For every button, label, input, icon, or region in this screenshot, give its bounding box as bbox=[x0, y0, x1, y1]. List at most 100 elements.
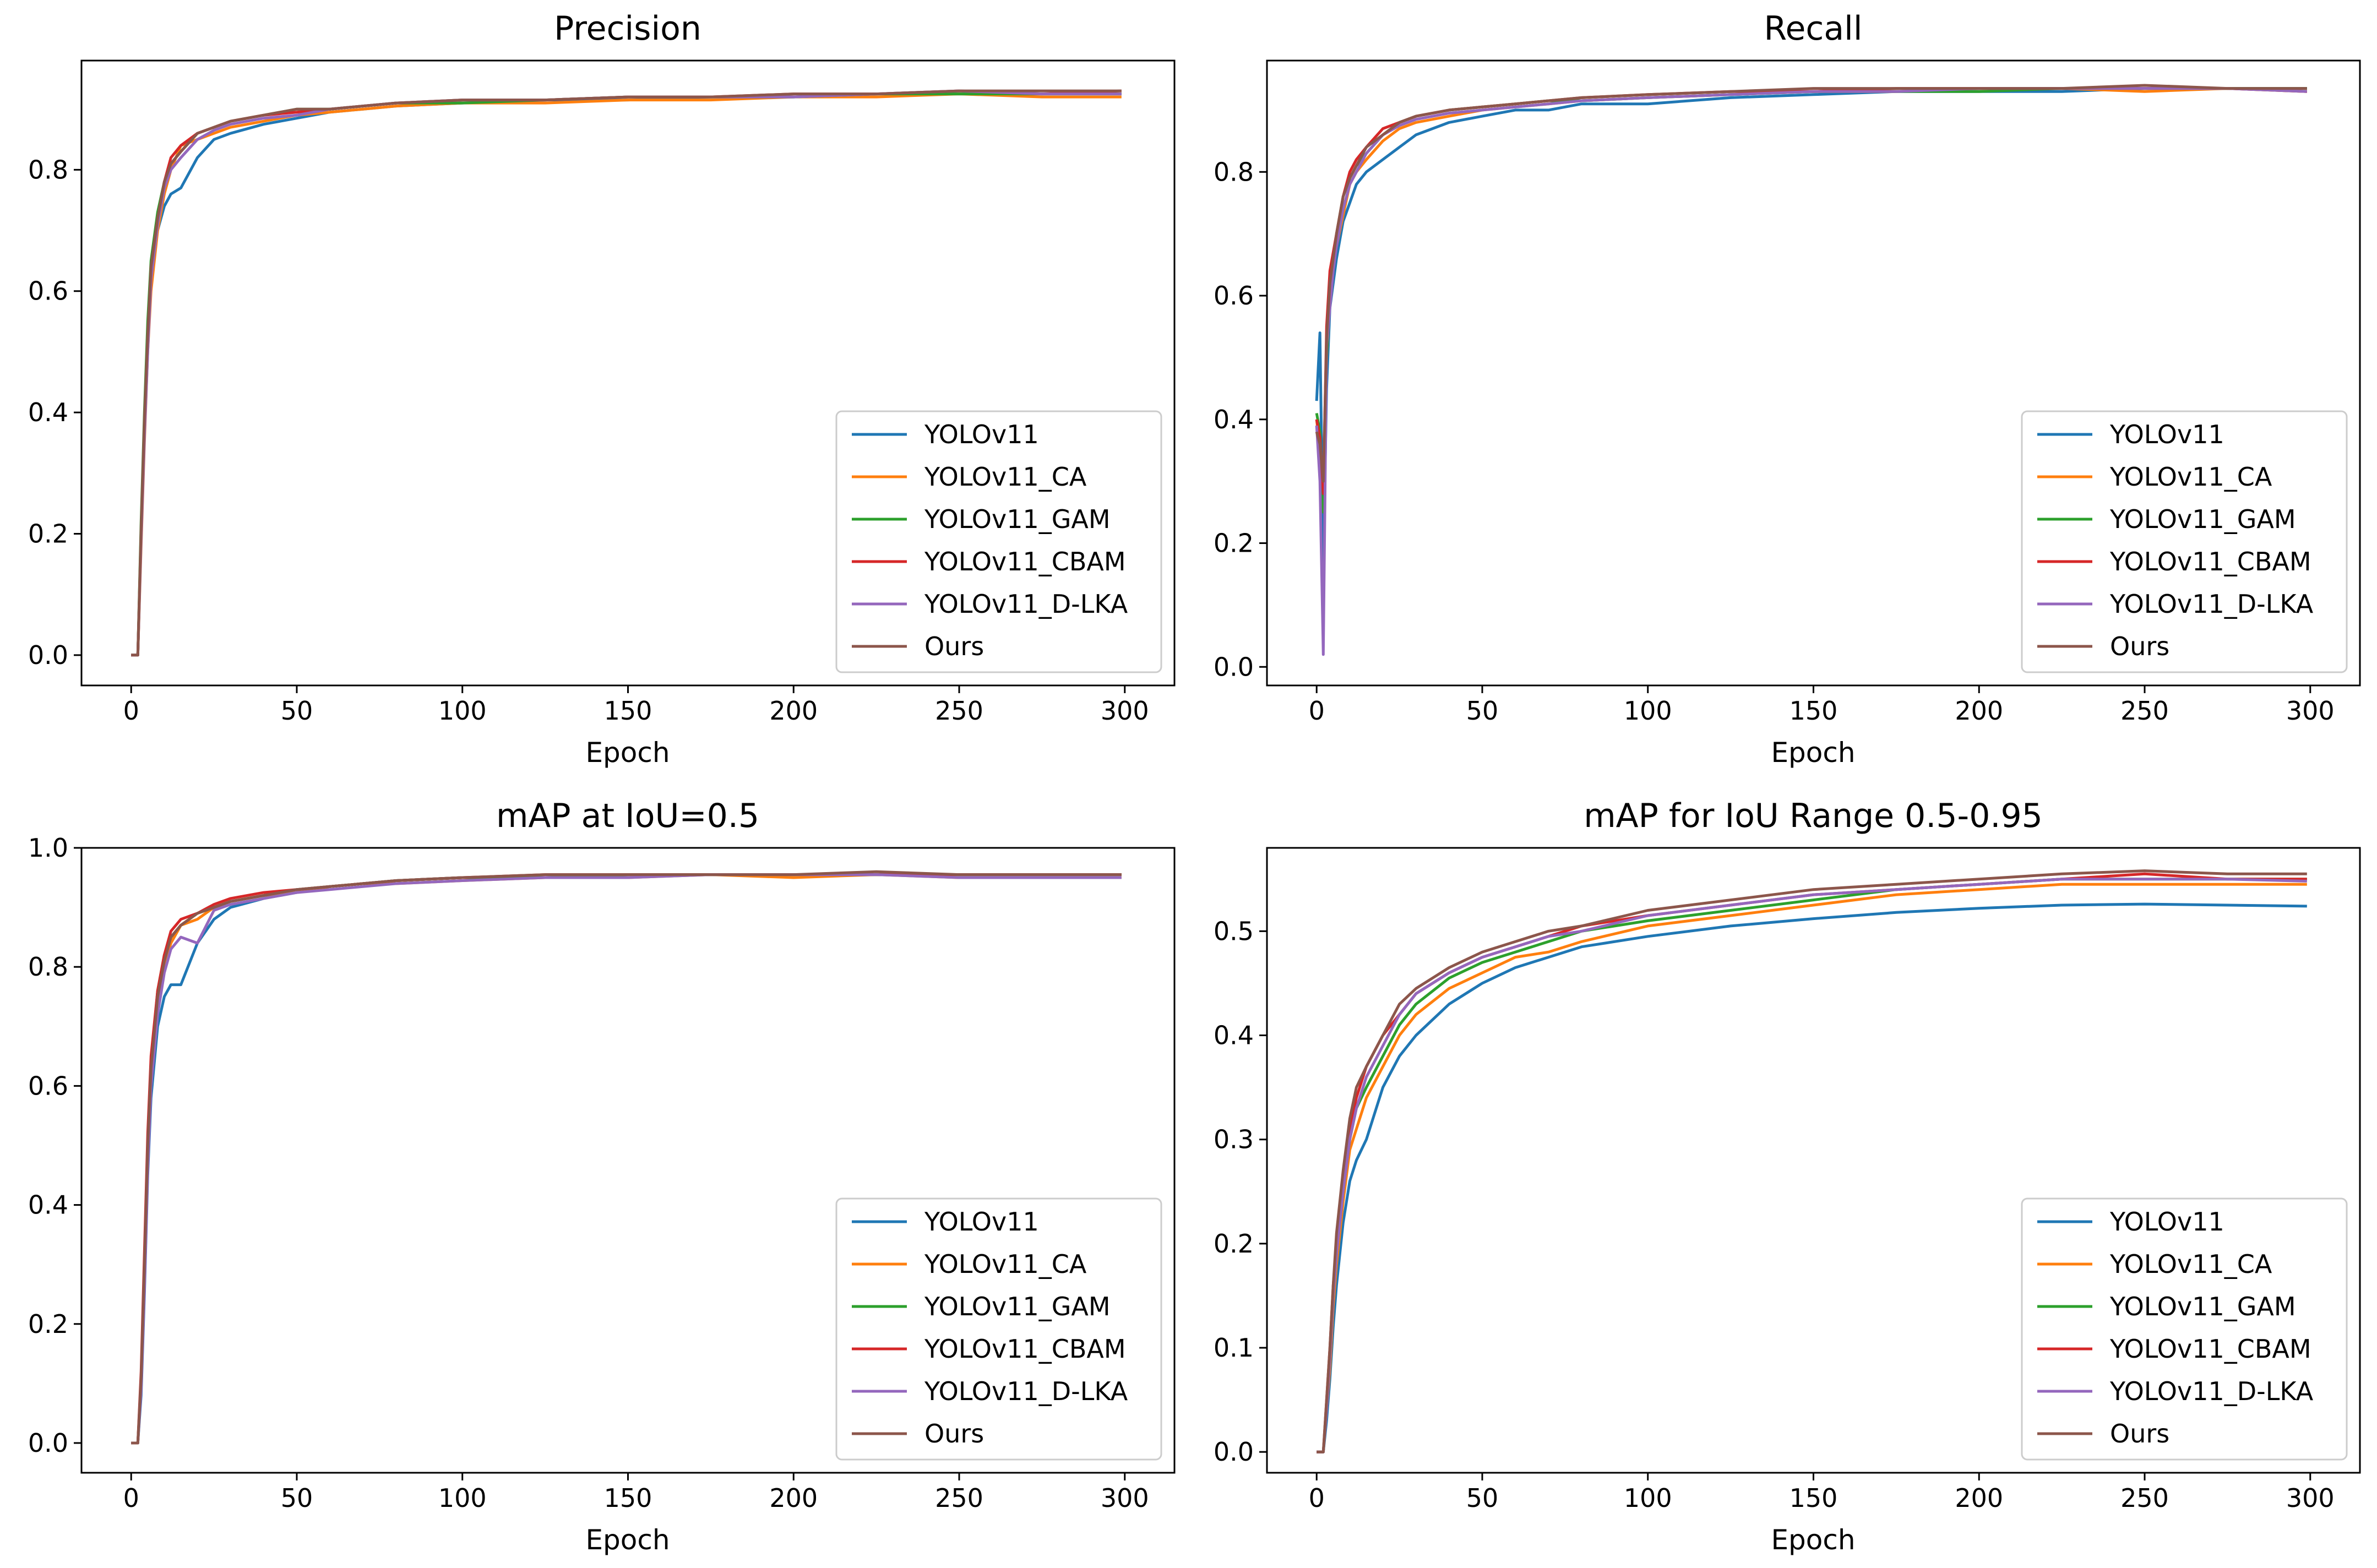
series-line-yolov11_d-lka bbox=[1315, 87, 2307, 656]
x-axis-label: Epoch bbox=[1771, 1524, 1855, 1556]
legend-label: YOLOv11_CBAM bbox=[2109, 547, 2311, 576]
legend-label: YOLOv11_CA bbox=[924, 1249, 1087, 1279]
legend-label: YOLOv11_GAM bbox=[924, 504, 1111, 534]
x-tick-label: 300 bbox=[1101, 696, 1149, 726]
x-tick-label: 100 bbox=[438, 1483, 487, 1513]
x-tick-label: 100 bbox=[1624, 1483, 1672, 1513]
y-tick-label: 0.6 bbox=[28, 276, 68, 306]
x-axis-label: Epoch bbox=[1771, 737, 1855, 769]
y-tick-label: 0.6 bbox=[1214, 281, 1254, 311]
legend-label: YOLOv11_GAM bbox=[924, 1292, 1111, 1321]
legend-label: Ours bbox=[2110, 631, 2169, 661]
legend-label: YOLOv11_CA bbox=[2109, 1249, 2272, 1279]
x-axis-label: Epoch bbox=[585, 737, 670, 769]
x-tick-label: 150 bbox=[604, 1483, 652, 1513]
x-tick-label: 300 bbox=[2286, 696, 2335, 726]
legend-label: YOLOv11_CBAM bbox=[2109, 1334, 2311, 1364]
legend-box bbox=[2021, 1197, 2348, 1461]
chart-title: Recall bbox=[1764, 9, 1862, 48]
x-tick-label: 100 bbox=[438, 696, 487, 726]
legend-label: YOLOv11 bbox=[924, 420, 1039, 449]
chart-title: Precision bbox=[554, 9, 701, 48]
y-tick-label: 0.8 bbox=[1214, 157, 1254, 187]
y-tick-label: 0.2 bbox=[1214, 1229, 1254, 1259]
legend: YOLOv11 YOLOv11_CA YOLOv11_GAM YOLOv11_CBAM… bbox=[2021, 410, 2348, 673]
legend-box bbox=[835, 410, 1162, 673]
legend-label: YOLOv11 bbox=[924, 1207, 1039, 1237]
series-line-ours bbox=[1315, 84, 2307, 483]
x-tick-label: 100 bbox=[1624, 696, 1672, 726]
map50-95-chart: 0 50 100 150 200 250 300 0.0 0.1 0.2 0.3 0.4 0.5 mAP… bbox=[1214, 797, 2361, 1556]
legend: YOLOv11 YOLOv11_CA YOLOv11_GAM YOLOv11_CBAM… bbox=[835, 410, 1162, 673]
legend-label: Ours bbox=[924, 631, 984, 661]
map50-chart: 0 50 100 150 200 250 300 0.0 0.2 0.4 0.6 0.8 1.0 mAP… bbox=[28, 797, 1176, 1556]
x-tick-label: 250 bbox=[2120, 696, 2169, 726]
y-tick-label: 1.0 bbox=[28, 833, 68, 863]
legend-label: Ours bbox=[924, 1419, 984, 1449]
x-tick-label: 0 bbox=[1309, 696, 1325, 726]
x-tick-label: 0 bbox=[123, 1483, 139, 1513]
y-tick-label: 0.4 bbox=[28, 1190, 68, 1220]
x-tick-label: 250 bbox=[2120, 1483, 2169, 1513]
y-tick-label: 0.3 bbox=[1214, 1125, 1254, 1155]
x-tick-label: 150 bbox=[1789, 696, 1838, 726]
legend-label: Ours bbox=[2110, 1419, 2169, 1449]
legend: YOLOv11 YOLOv11_CA YOLOv11_GAM YOLOv11_CBAM… bbox=[835, 1197, 1162, 1461]
x-tick-label: 0 bbox=[1309, 1483, 1325, 1513]
y-tick-label: 0.4 bbox=[1214, 405, 1254, 434]
x-tick-label: 150 bbox=[604, 696, 652, 726]
recall-chart: 0 50 100 150 200 250 300 0.0 0.2 0.4 0.6 0.8 Recall… bbox=[1214, 9, 2361, 769]
x-tick-label: 200 bbox=[1955, 696, 2003, 726]
y-tick-label: 0.8 bbox=[28, 155, 68, 184]
legend-label: YOLOv11 bbox=[2109, 420, 2224, 449]
legend-box bbox=[835, 1197, 1162, 1461]
chart-title: mAP at IoU=0.5 bbox=[496, 797, 759, 835]
y-tick-label: 0.0 bbox=[28, 640, 68, 670]
y-tick-label: 0.4 bbox=[1214, 1021, 1254, 1050]
x-axis-label: Epoch bbox=[585, 1524, 670, 1556]
y-tick-label: 0.0 bbox=[28, 1428, 68, 1458]
legend-label: YOLOv11_D-LKA bbox=[2109, 589, 2314, 619]
x-tick-label: 200 bbox=[769, 1483, 818, 1513]
legend-label: YOLOv11_GAM bbox=[2109, 1292, 2296, 1321]
legend-label: YOLOv11_D-LKA bbox=[2109, 1376, 2314, 1406]
y-tick-label: 0.2 bbox=[1214, 529, 1254, 558]
x-tick-label: 50 bbox=[281, 1483, 313, 1513]
y-tick-label: 0.1 bbox=[1214, 1333, 1254, 1363]
y-tick-label: 0.8 bbox=[28, 952, 68, 982]
x-tick-label: 250 bbox=[935, 1483, 983, 1513]
y-tick-label: 0.2 bbox=[28, 1309, 68, 1339]
legend-label: YOLOv11_GAM bbox=[2109, 504, 2296, 534]
legend-label: YOLOv11 bbox=[2109, 1207, 2224, 1237]
legend-label: YOLOv11_CBAM bbox=[924, 547, 1126, 576]
x-tick-label: 200 bbox=[1955, 1483, 2003, 1513]
y-tick-label: 0.0 bbox=[1214, 652, 1254, 682]
y-tick-label: 0.4 bbox=[28, 398, 68, 427]
legend-label: YOLOv11_CA bbox=[2109, 462, 2272, 492]
x-tick-label: 300 bbox=[2286, 1483, 2335, 1513]
legend-label: YOLOv11_CBAM bbox=[924, 1334, 1126, 1364]
y-tick-label: 0.2 bbox=[28, 519, 68, 549]
x-tick-label: 0 bbox=[123, 696, 139, 726]
chart-title: mAP for IoU Range 0.5-0.95 bbox=[1584, 797, 2043, 835]
legend-label: YOLOv11_CA bbox=[924, 462, 1087, 492]
legend-label: YOLOv11_D-LKA bbox=[924, 589, 1128, 619]
series-line-ours bbox=[131, 870, 1122, 1445]
legend: YOLOv11 YOLOv11_CA YOLOv11_GAM YOLOv11_CBAM… bbox=[2021, 1197, 2348, 1461]
x-tick-label: 200 bbox=[769, 696, 818, 726]
x-tick-label: 250 bbox=[935, 696, 983, 726]
x-tick-label: 300 bbox=[1101, 1483, 1149, 1513]
y-tick-label: 0.6 bbox=[28, 1071, 68, 1101]
x-tick-label: 50 bbox=[281, 696, 313, 726]
x-tick-label: 50 bbox=[1466, 1483, 1499, 1513]
series-line-yolov11 bbox=[1317, 902, 2307, 1453]
y-tick-label: 0.0 bbox=[1214, 1437, 1254, 1467]
x-tick-label: 50 bbox=[1466, 696, 1499, 726]
series-line-ours bbox=[1317, 869, 2307, 1453]
y-tick-label: 0.5 bbox=[1214, 916, 1254, 946]
precision-chart: 0 50 100 150 200 250 300 0.0 0.2 0.4 0.6 0.8 Precis… bbox=[28, 9, 1176, 769]
legend-box bbox=[2021, 410, 2348, 673]
series-line-ours bbox=[131, 89, 1122, 657]
legend-label: YOLOv11_D-LKA bbox=[924, 1376, 1128, 1406]
